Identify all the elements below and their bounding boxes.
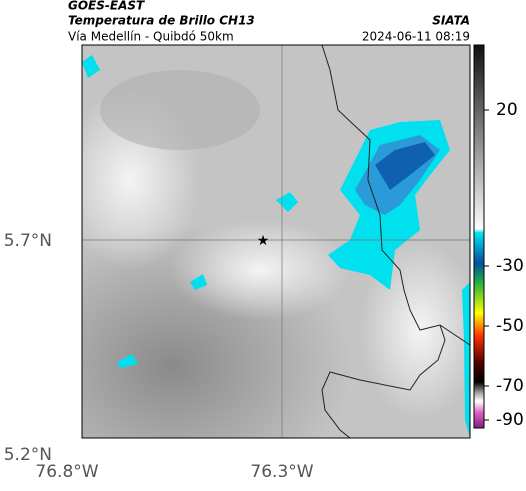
lon-label: 76.8°W bbox=[35, 462, 98, 482]
colorbar-label: -50 bbox=[496, 316, 524, 336]
datetime: 2024-06-11 08:19 bbox=[362, 30, 470, 44]
route: Vía Medellín - Quibdó 50km bbox=[68, 30, 234, 44]
colorbar-label: -70 bbox=[496, 376, 524, 396]
colorbar-label: -90 bbox=[496, 410, 524, 430]
lat-label: 5.2°N bbox=[4, 445, 52, 465]
colorbar-label: -30 bbox=[496, 256, 524, 276]
colorbar-ticks: 20 -30 -50 -70 -90 bbox=[484, 100, 524, 430]
satellite: GOES-EAST bbox=[68, 0, 145, 13]
axes: 5.7°N 5.2°N76.8°W 76.3°W bbox=[4, 231, 314, 482]
location-star: ★ bbox=[257, 233, 270, 249]
lon-label: 76.3°W bbox=[250, 462, 313, 482]
header: GOES-EAST Temperatura de Brillo CH13 SIA… bbox=[68, 0, 470, 44]
lat-label: 5.7°N bbox=[4, 231, 52, 251]
source: SIATA bbox=[432, 14, 470, 28]
product: Temperatura de Brillo CH13 bbox=[68, 14, 255, 28]
colorbar-label: 20 bbox=[496, 100, 518, 120]
colorbar bbox=[473, 44, 485, 429]
map-frame bbox=[81, 44, 471, 439]
satellite-image: ★ bbox=[82, 45, 470, 438]
